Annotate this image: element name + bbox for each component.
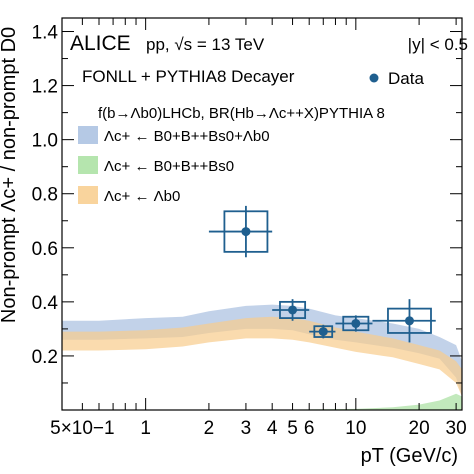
axis-ticks: 5×10−1 1 2 3 4 5 6 10 20 30 0.2 0.4 0.6 0.8 1.0 1.2 1.4 bbox=[32, 18, 467, 439]
y-tick-label: 0.6 bbox=[32, 239, 58, 260]
data-point bbox=[372, 299, 436, 343]
x-tick-label: 10 bbox=[345, 418, 366, 439]
data-legend: Data bbox=[369, 69, 424, 88]
data-point bbox=[309, 324, 336, 339]
band-1 bbox=[62, 316, 462, 397]
fraction-label: f(b→Λb0)LHCb, BR(Hb→Λc++X)PYTHIA 8 bbox=[98, 105, 385, 122]
model-bands bbox=[62, 304, 462, 410]
data-marker bbox=[318, 327, 328, 337]
data-marker bbox=[241, 227, 251, 237]
x-tick-label: 5×10−1 bbox=[50, 418, 114, 439]
plot-frame bbox=[61, 17, 463, 411]
x-tick-label: 20 bbox=[409, 418, 430, 439]
data-point bbox=[272, 299, 310, 321]
legend-swatch-2 bbox=[78, 156, 98, 174]
band-legend: Λc+ ← B0+B++Bs0+Λb0 Λc+ ← B0+B++Bs0 Λc+ ← … bbox=[78, 126, 270, 205]
y-tick-label: 1.4 bbox=[32, 23, 59, 44]
x-tick-label: 1 bbox=[140, 418, 151, 439]
data-points bbox=[208, 205, 436, 343]
x-tick-label: 2 bbox=[204, 418, 215, 439]
legend-label-1: Λc+ ← Λb0 bbox=[104, 188, 180, 205]
x-tick-label: 3 bbox=[241, 418, 252, 439]
y-tick-label: 0.8 bbox=[32, 185, 58, 206]
x-tick-label: 4 bbox=[267, 418, 278, 439]
x-axis-title: pT (GeV/c) bbox=[361, 445, 458, 467]
data-legend-marker bbox=[369, 73, 379, 83]
band-2 bbox=[62, 393, 462, 410]
y-tick-label: 0.2 bbox=[32, 347, 58, 368]
y-axis-title: Non-prompt Λc+ / non-prompt D0 bbox=[0, 27, 20, 323]
data-marker bbox=[351, 318, 361, 328]
y-tick-label: 1.0 bbox=[32, 131, 58, 152]
data-marker bbox=[404, 316, 414, 326]
system-label: pp, √s = 13 TeV bbox=[146, 35, 265, 54]
x-tick-label: 30 bbox=[446, 418, 467, 439]
y-tick-label: 0.4 bbox=[32, 293, 59, 314]
x-tick-label: 6 bbox=[304, 418, 315, 439]
experiment-label: ALICE bbox=[70, 32, 131, 55]
legend-label-2: Λc+ ← B0+B++Bs0 bbox=[104, 158, 234, 175]
data-point bbox=[208, 205, 273, 258]
band-0 bbox=[62, 304, 462, 397]
header: ALICE pp, √s = 13 TeV |y| < 0.5 bbox=[70, 32, 468, 55]
data-legend-label: Data bbox=[388, 69, 424, 88]
legend-swatch-0 bbox=[78, 126, 98, 144]
data-point bbox=[335, 315, 373, 332]
y-tick-label: 1.2 bbox=[32, 77, 58, 98]
legend-swatch-1 bbox=[78, 186, 98, 204]
model-label: FONLL + PYTHIA8 Decayer bbox=[82, 67, 295, 86]
x-tick-label: 5 bbox=[287, 418, 298, 439]
rapidity-label: |y| < 0.5 bbox=[408, 35, 468, 54]
legend-label-0: Λc+ ← B0+B++Bs0+Λb0 bbox=[104, 128, 270, 145]
data-marker bbox=[288, 305, 298, 315]
